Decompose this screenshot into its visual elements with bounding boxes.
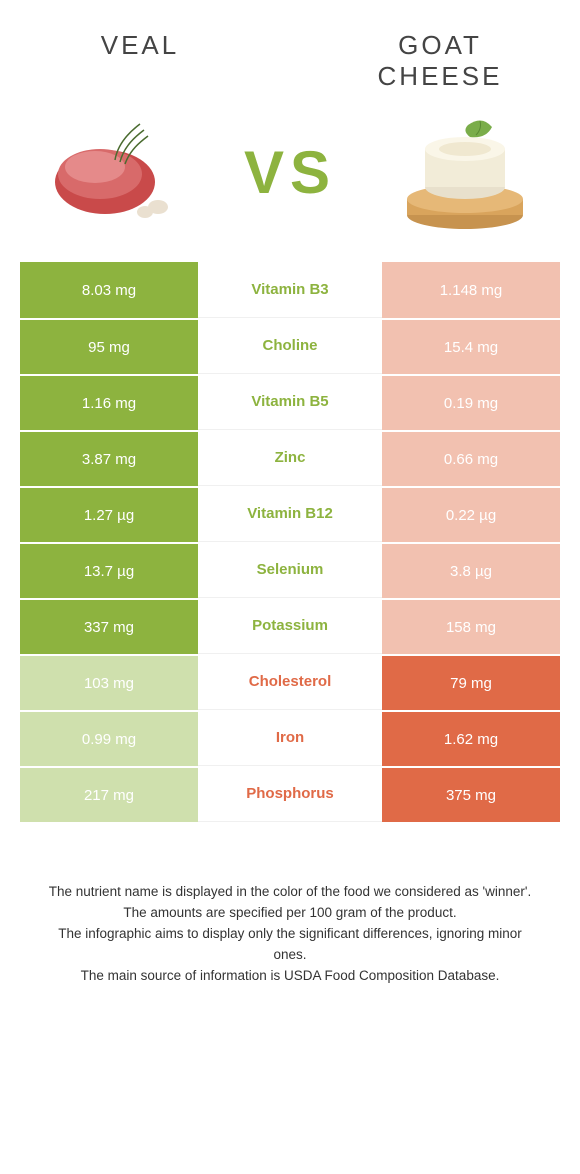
- nutrient-name-cell: Vitamin B12: [198, 486, 382, 542]
- nutrient-name-cell: Selenium: [198, 542, 382, 598]
- left-value-cell: 1.27 µg: [20, 486, 198, 542]
- nutrient-name-cell: Vitamin B3: [198, 262, 382, 318]
- images-row: VS: [0, 102, 580, 262]
- left-value-cell: 217 mg: [20, 766, 198, 822]
- left-value-cell: 3.87 mg: [20, 430, 198, 486]
- footnote-line: The main source of information is USDA F…: [40, 966, 540, 987]
- nutrient-name-cell: Phosphorus: [198, 766, 382, 822]
- goat-cheese-image: [390, 112, 540, 232]
- left-food-title: VEAL: [50, 30, 230, 61]
- footnote-line: The amounts are specified per 100 gram o…: [40, 903, 540, 924]
- left-value-cell: 103 mg: [20, 654, 198, 710]
- left-value-cell: 13.7 µg: [20, 542, 198, 598]
- table-row: 0.99 mgIron1.62 mg: [20, 710, 560, 766]
- left-value-cell: 1.16 mg: [20, 374, 198, 430]
- nutrient-name-cell: Potassium: [198, 598, 382, 654]
- nutrient-name-cell: Zinc: [198, 430, 382, 486]
- right-value-cell: 375 mg: [382, 766, 560, 822]
- veal-icon: [40, 112, 190, 232]
- table-row: 1.16 mgVitamin B50.19 mg: [20, 374, 560, 430]
- right-value-cell: 0.66 mg: [382, 430, 560, 486]
- right-value-cell: 0.22 µg: [382, 486, 560, 542]
- left-value-cell: 0.99 mg: [20, 710, 198, 766]
- left-value-cell: 337 mg: [20, 598, 198, 654]
- header: VEAL GOAT CHEESE: [0, 0, 580, 102]
- table-row: 103 mgCholesterol79 mg: [20, 654, 560, 710]
- goat-cheese-icon: [390, 107, 540, 237]
- table-row: 1.27 µgVitamin B120.22 µg: [20, 486, 560, 542]
- table-row: 3.87 mgZinc0.66 mg: [20, 430, 560, 486]
- left-value-cell: 8.03 mg: [20, 262, 198, 318]
- table-row: 95 mgCholine15.4 mg: [20, 318, 560, 374]
- right-value-cell: 158 mg: [382, 598, 560, 654]
- nutrient-name-cell: Vitamin B5: [198, 374, 382, 430]
- right-value-cell: 3.8 µg: [382, 542, 560, 598]
- table-row: 217 mgPhosphorus375 mg: [20, 766, 560, 822]
- footnotes: The nutrient name is displayed in the co…: [40, 882, 540, 987]
- right-value-cell: 0.19 mg: [382, 374, 560, 430]
- right-value-cell: 15.4 mg: [382, 318, 560, 374]
- veal-image: [40, 112, 190, 232]
- right-food-title: GOAT CHEESE: [350, 30, 530, 92]
- right-value-cell: 79 mg: [382, 654, 560, 710]
- nutrient-name-cell: Iron: [198, 710, 382, 766]
- nutrient-name-cell: Cholesterol: [198, 654, 382, 710]
- right-value-cell: 1.62 mg: [382, 710, 560, 766]
- vs-label: VS: [244, 138, 336, 207]
- footnote-line: The nutrient name is displayed in the co…: [40, 882, 540, 903]
- table-row: 13.7 µgSelenium3.8 µg: [20, 542, 560, 598]
- footnote-line: The infographic aims to display only the…: [40, 924, 540, 966]
- right-value-cell: 1.148 mg: [382, 262, 560, 318]
- table-row: 8.03 mgVitamin B31.148 mg: [20, 262, 560, 318]
- nutrient-table: 8.03 mgVitamin B31.148 mg95 mgCholine15.…: [20, 262, 560, 822]
- table-row: 337 mgPotassium158 mg: [20, 598, 560, 654]
- nutrient-name-cell: Choline: [198, 318, 382, 374]
- left-value-cell: 95 mg: [20, 318, 198, 374]
